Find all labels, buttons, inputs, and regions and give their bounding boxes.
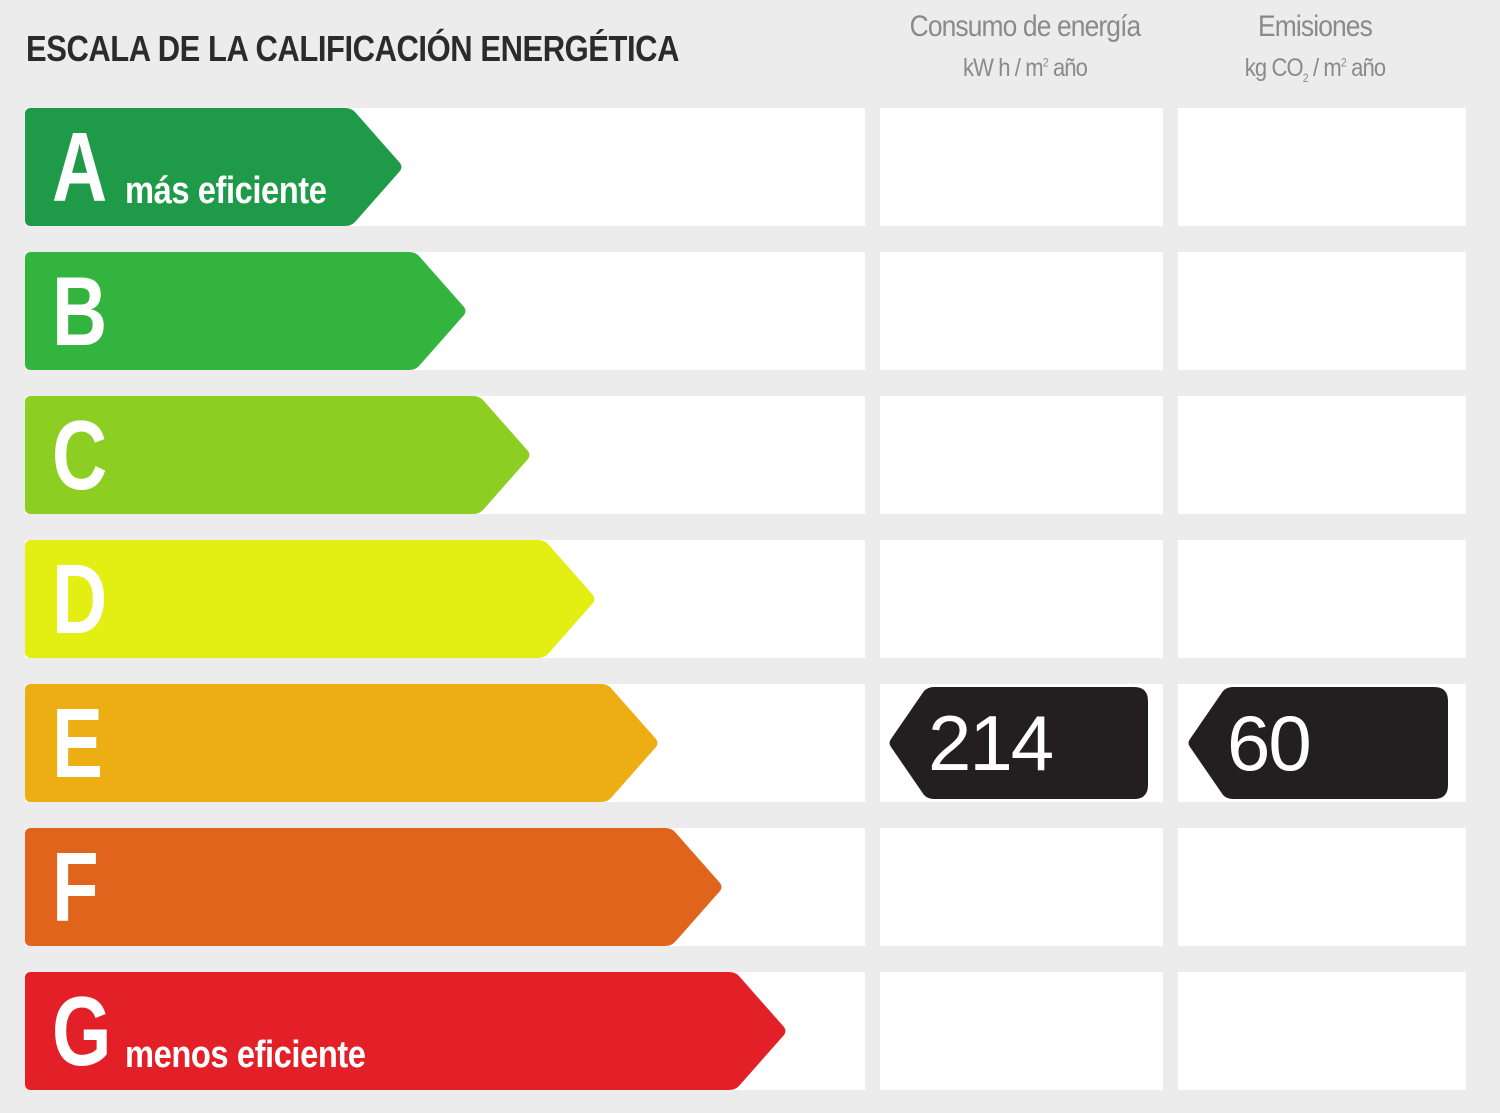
rating-letter: F [52,832,99,942]
consumo-unit: kW h / m2 año [962,54,1088,82]
rating-letter: D [52,544,108,654]
emisiones-cell [1178,252,1466,370]
rating-arrow-e: E [25,684,659,802]
consumo-cell [880,972,1163,1090]
rating-arrow-c: C [25,396,531,514]
rating-letter: C [52,400,108,510]
rating-letter: G [52,976,112,1086]
emisiones-cell [1178,540,1466,658]
emisiones-cell [1178,108,1466,226]
consumo-cell [880,108,1163,226]
rating-letter: A [52,112,108,222]
consumo-cell [880,252,1163,370]
rating-letter: B [52,256,108,366]
consumo-column-header: Consumo de energía kW h / m2 año [880,10,1170,83]
consumo-cell [880,828,1163,946]
emisiones-cell [1178,828,1466,946]
page-title: ESCALA DE LA CALIFICACIÓN ENERGÉTICA [26,28,680,69]
emisiones-rating-badge: 60 [1187,687,1448,799]
consumo-rating-badge: 214 [888,687,1148,799]
consumo-label: Consumo de energía [909,10,1142,43]
emisiones-cell [1178,396,1466,514]
consumo-rating-badge-value: 214 [928,699,1054,787]
consumo-cell [880,396,1163,514]
consumo-cell [880,540,1163,658]
emisiones-unit: kg CO2 / m2 año [1244,54,1386,85]
emisiones-label: Emisiones [1258,10,1373,43]
emisiones-column-header: Emisiones kg CO2 / m2 año [1170,10,1460,85]
rating-arrow-d: D [25,540,596,658]
rating-arrow-f: F [25,828,723,946]
emisiones-cell [1178,972,1466,1090]
rating-descriptor: menos eficiente [125,1034,366,1076]
rating-arrow-b: B [25,252,467,370]
rating-descriptor: más eficiente [125,170,327,212]
emisiones-rating-badge-value: 60 [1227,699,1312,787]
rating-letter: E [52,688,103,798]
